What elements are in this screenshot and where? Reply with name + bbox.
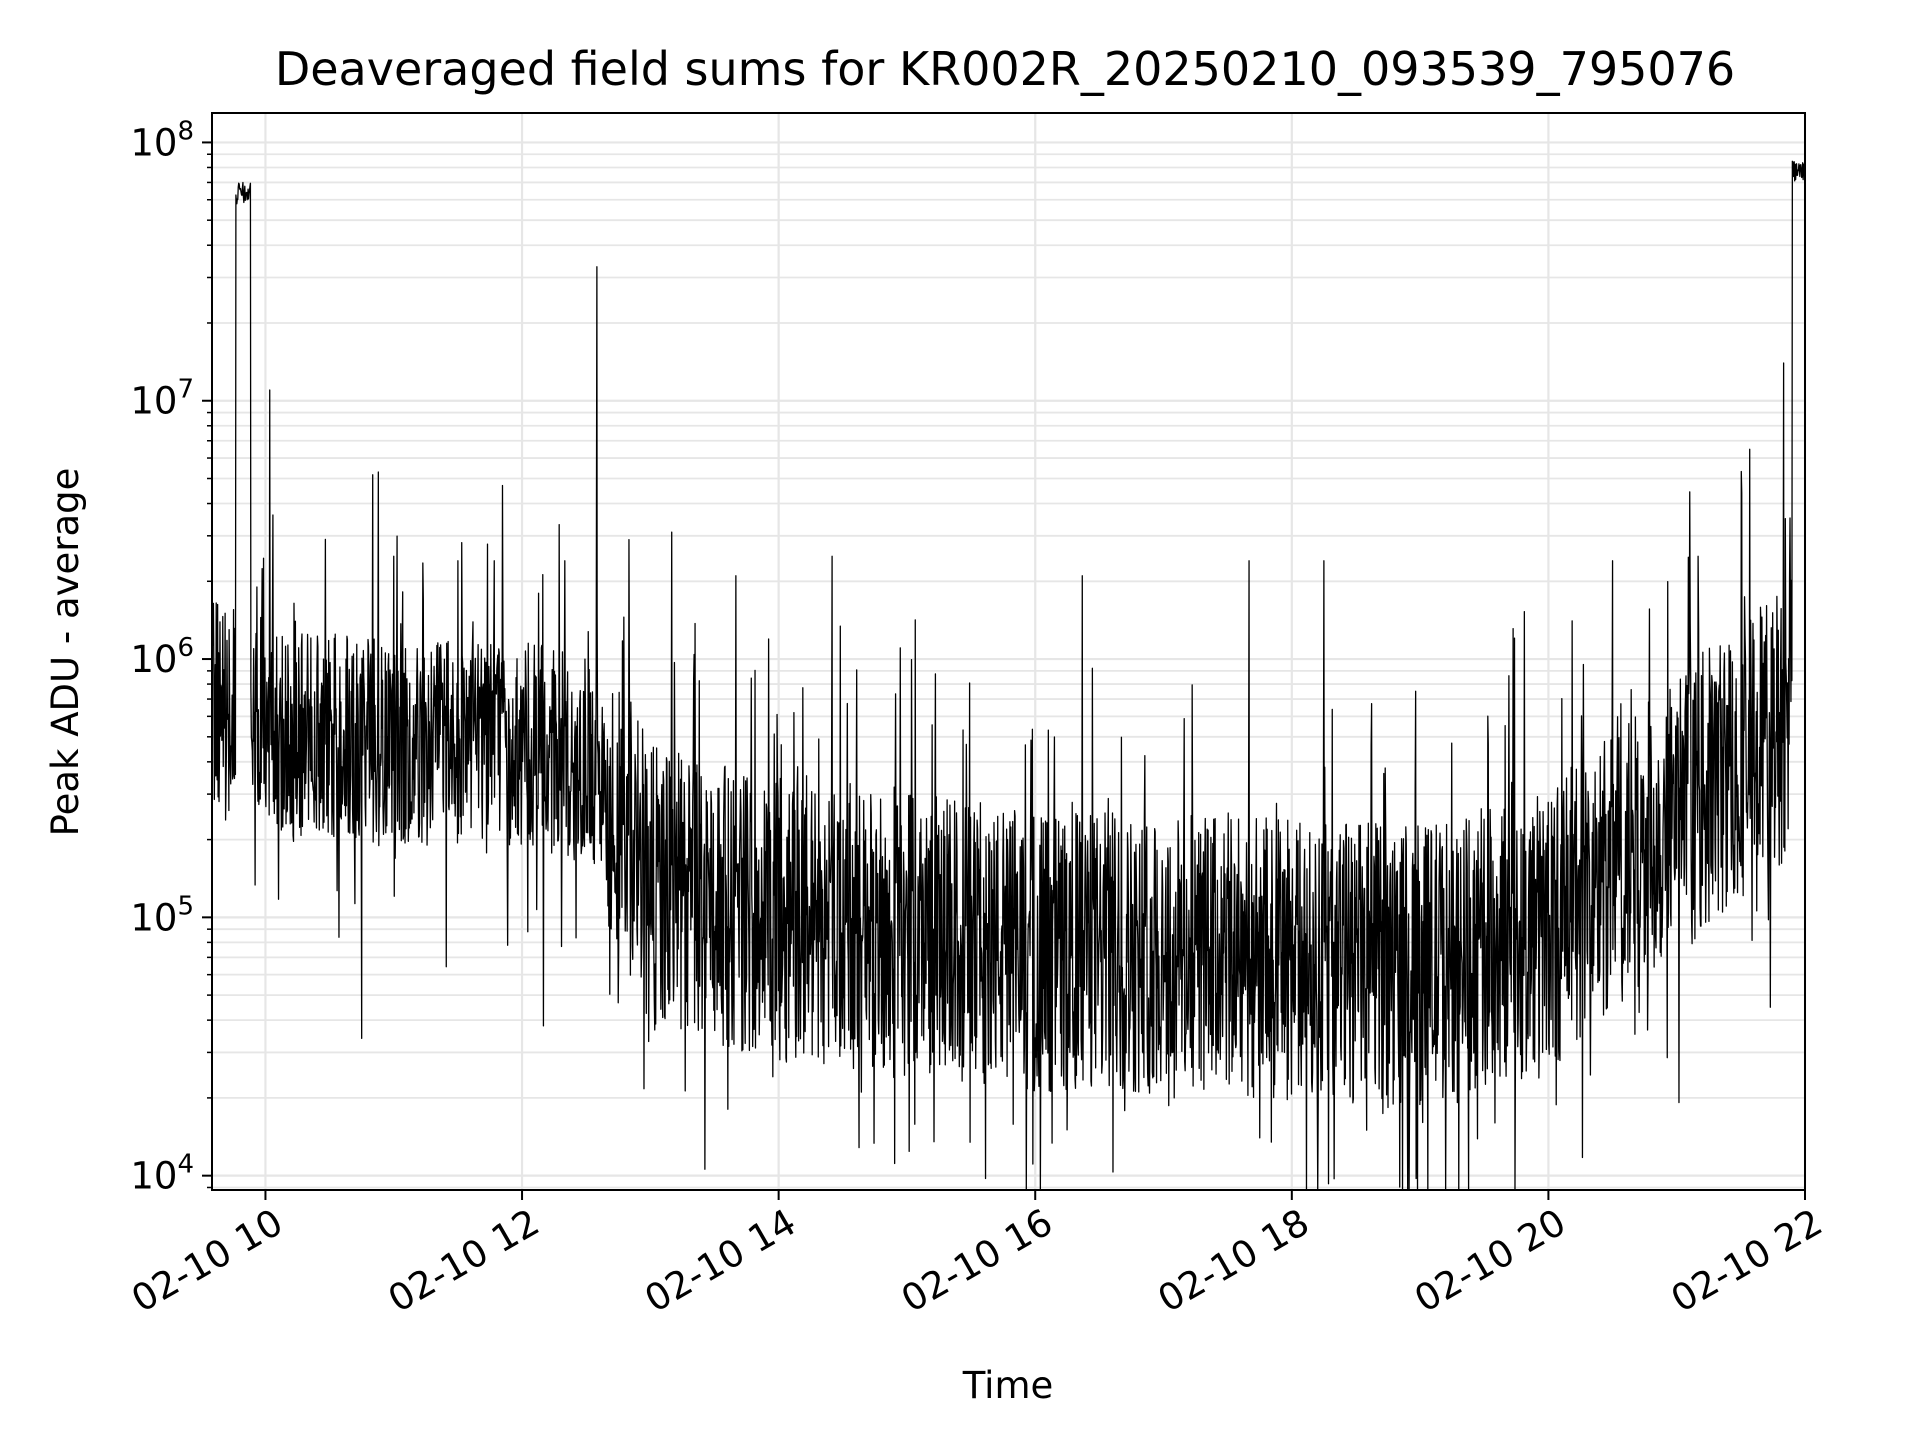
y-tick-label: 108 [130, 116, 194, 164]
plot-frame [211, 112, 1806, 1191]
y-tick-label: 104 [130, 1150, 194, 1198]
y-tick-label: 107 [130, 375, 194, 423]
chart-title: Deaveraged field sums for KR002R_2025021… [275, 42, 1735, 96]
data-series-line [211, 160, 1806, 1191]
y-tick-label: 106 [130, 633, 194, 681]
series-line [211, 160, 1806, 1191]
y-axis-label: Peak ADU - average [44, 468, 87, 837]
y-tick-label: 105 [130, 891, 194, 939]
x-axis-label: Time [962, 1364, 1054, 1407]
y-axis: 104 105 106 107 108 [130, 116, 212, 1198]
